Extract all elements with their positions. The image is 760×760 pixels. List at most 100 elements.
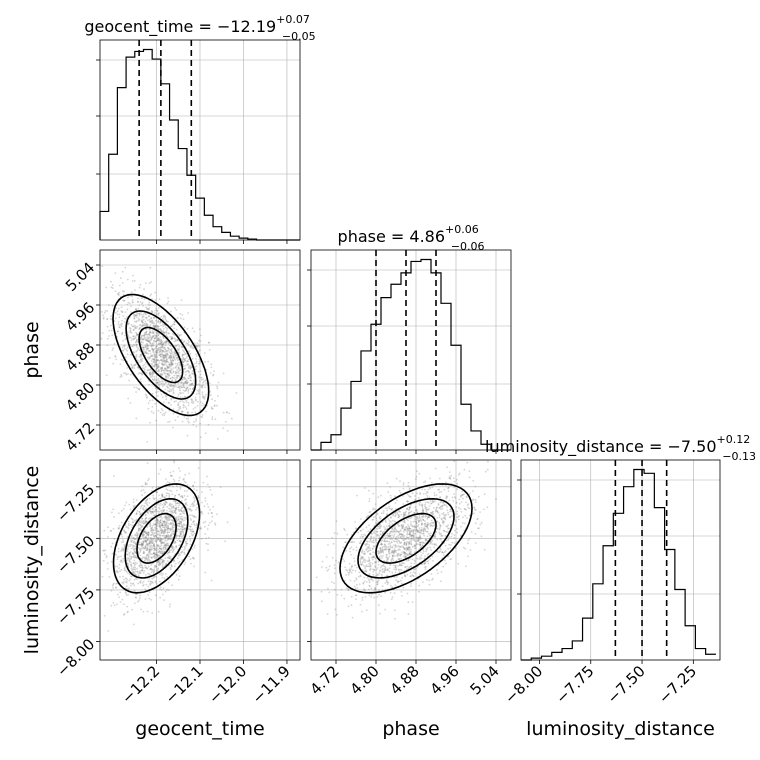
- sample-point: [180, 551, 182, 554]
- sample-point: [192, 400, 195, 403]
- sample-point: [368, 511, 371, 514]
- sample-point: [171, 332, 174, 335]
- sample-point: [132, 544, 135, 547]
- sample-point: [141, 367, 144, 370]
- sample-point: [362, 528, 364, 531]
- sample-point: [155, 531, 158, 533]
- sample-point: [149, 376, 152, 379]
- sample-point: [436, 510, 439, 512]
- sample-point: [152, 348, 155, 351]
- sample-point: [416, 557, 419, 560]
- sample-point: [129, 373, 132, 376]
- sample-point: [127, 572, 129, 575]
- sample-point: [161, 561, 164, 564]
- sample-point: [212, 506, 215, 508]
- sample-point: [199, 340, 202, 342]
- sample-point: [151, 508, 154, 511]
- sample-point: [142, 534, 145, 537]
- sample-point: [228, 412, 231, 415]
- sample-point: [133, 367, 136, 370]
- sample-point: [390, 541, 393, 543]
- sample-point: [183, 395, 186, 398]
- sample-point: [136, 334, 138, 337]
- sample-point: [433, 546, 436, 549]
- sample-point: [397, 539, 400, 542]
- sample-point: [144, 557, 147, 560]
- sample-point: [179, 521, 182, 523]
- sample-point: [352, 569, 354, 572]
- sample-point: [355, 598, 357, 600]
- sample-point: [170, 338, 173, 341]
- sample-point: [370, 532, 373, 535]
- sample-point: [147, 532, 150, 534]
- sample-point: [393, 528, 396, 530]
- sample-point: [167, 527, 169, 529]
- sample-point: [153, 552, 155, 555]
- sample-point: [193, 523, 196, 525]
- sample-point: [171, 363, 174, 365]
- sample-point: [151, 511, 154, 514]
- sample-point: [368, 489, 370, 492]
- sample-point: [142, 521, 145, 523]
- sample-point: [411, 492, 414, 494]
- sample-point: [132, 623, 135, 626]
- sample-point: [177, 382, 179, 385]
- sample-point: [154, 337, 157, 340]
- sample-point: [145, 548, 148, 551]
- sample-point: [149, 536, 152, 539]
- sample-point: [141, 533, 144, 536]
- sample-point: [419, 544, 421, 546]
- sample-point: [447, 527, 449, 530]
- sample-point: [440, 505, 442, 508]
- sample-point: [187, 390, 190, 392]
- sample-point: [153, 568, 156, 571]
- sample-point: [180, 525, 182, 528]
- sample-point: [174, 541, 176, 543]
- sample-point: [204, 386, 206, 388]
- sample-point: [434, 535, 437, 538]
- sample-point: [202, 396, 205, 399]
- sample-point: [134, 548, 136, 550]
- sample-point: [170, 538, 173, 540]
- sample-point: [150, 571, 153, 574]
- sample-point: [180, 510, 183, 513]
- sample-point: [123, 613, 125, 616]
- sample-point: [404, 575, 407, 578]
- sample-point: [467, 555, 469, 558]
- sample-point: [392, 531, 395, 533]
- sample-point: [414, 520, 416, 522]
- sample-point: [186, 542, 188, 545]
- sample-point: [392, 514, 395, 517]
- sample-point: [143, 368, 146, 371]
- sample-point: [442, 522, 445, 525]
- sample-point: [362, 556, 364, 559]
- sample-point: [138, 520, 141, 523]
- sample-point: [426, 501, 429, 503]
- sample-point: [148, 548, 151, 551]
- sample-point: [162, 529, 164, 532]
- sample-point: [147, 336, 150, 338]
- sample-point: [106, 562, 109, 564]
- sample-point: [152, 344, 155, 346]
- sample-point: [137, 530, 140, 532]
- sample-point: [414, 532, 417, 535]
- sample-point: [165, 339, 168, 342]
- sample-point: [132, 335, 135, 338]
- sample-point: [155, 419, 158, 422]
- sample-point: [420, 529, 422, 532]
- sample-point: [464, 522, 466, 525]
- sample-point: [424, 568, 427, 571]
- sample-point: [437, 551, 440, 553]
- sample-point: [126, 349, 128, 352]
- panel-background: [311, 250, 511, 450]
- sample-point: [140, 320, 143, 323]
- sample-point: [178, 406, 181, 409]
- sample-point: [447, 547, 449, 550]
- sample-point: [191, 382, 194, 385]
- sample-point: [165, 537, 168, 540]
- sample-point: [201, 414, 204, 416]
- sample-point: [120, 375, 123, 378]
- sample-point: [157, 551, 160, 553]
- sample-point: [156, 348, 159, 350]
- sample-point: [397, 514, 400, 516]
